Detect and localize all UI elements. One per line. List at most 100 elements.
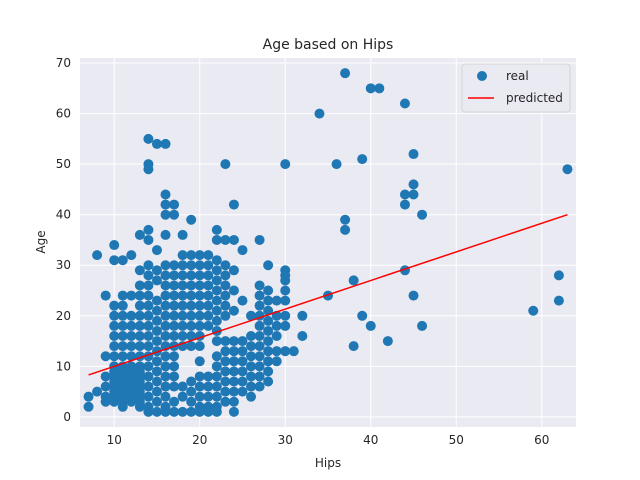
data-point [100, 371, 111, 382]
data-point [228, 234, 239, 245]
data-point [220, 270, 231, 281]
data-point [314, 108, 325, 119]
data-point [254, 341, 265, 352]
data-point [186, 376, 197, 387]
data-point [177, 381, 188, 392]
x-tick-labels: 10 20 30 40 50 60 [107, 433, 550, 447]
y-tick-label: 50 [56, 157, 71, 171]
data-point [399, 199, 410, 210]
data-point [134, 331, 145, 342]
data-point [263, 346, 274, 357]
data-point [220, 260, 231, 271]
data-point [134, 229, 145, 240]
data-point [151, 295, 162, 306]
data-point [203, 280, 214, 291]
x-tick-label: 40 [363, 433, 378, 447]
data-point [143, 406, 154, 417]
data-point [169, 290, 180, 301]
data-point [109, 351, 120, 362]
data-point [143, 341, 154, 352]
data-point [237, 376, 248, 387]
data-point [263, 295, 274, 306]
data-point [143, 224, 154, 235]
data-point [177, 331, 188, 342]
data-point [297, 331, 308, 342]
data-point [220, 356, 231, 367]
data-point [160, 270, 171, 281]
data-point [160, 209, 171, 220]
data-point [237, 366, 248, 377]
data-point [151, 366, 162, 377]
x-tick-label: 10 [107, 433, 122, 447]
x-tick-label: 60 [534, 433, 549, 447]
data-point [203, 260, 214, 271]
data-point [553, 270, 564, 281]
data-point [194, 341, 205, 352]
data-point [160, 290, 171, 301]
data-point [280, 275, 291, 286]
data-point [228, 346, 239, 357]
data-point [151, 376, 162, 387]
data-point [408, 179, 419, 190]
data-point [177, 320, 188, 331]
x-tick-label: 30 [278, 433, 293, 447]
data-point [194, 290, 205, 301]
data-point [169, 331, 180, 342]
data-point [169, 371, 180, 382]
data-point [211, 285, 222, 296]
data-point [186, 331, 197, 342]
data-point [126, 396, 137, 407]
data-point [374, 83, 385, 94]
y-tick-label: 60 [56, 107, 71, 121]
data-point [211, 305, 222, 316]
data-point [92, 250, 103, 261]
legend-real-label: real [506, 69, 529, 83]
data-point [220, 386, 231, 397]
data-point [151, 138, 162, 149]
data-point [186, 270, 197, 281]
data-point [177, 250, 188, 261]
data-point [263, 285, 274, 296]
data-point [220, 300, 231, 311]
data-point [399, 98, 410, 109]
data-point [117, 351, 128, 362]
legend: real predicted [461, 63, 571, 113]
data-point [228, 305, 239, 316]
predicted-line [88, 213, 568, 376]
y-tick-label: 0 [63, 410, 71, 424]
data-point [246, 361, 257, 372]
data-point [280, 285, 291, 296]
data-point [211, 391, 222, 402]
data-point [228, 396, 239, 407]
data-point [220, 310, 231, 321]
data-point [100, 290, 111, 301]
data-point [348, 275, 359, 286]
data-point [134, 401, 145, 412]
data-point [177, 280, 188, 291]
regression-line [88, 213, 568, 376]
legend-real-marker [477, 71, 487, 81]
data-point [117, 401, 128, 412]
data-point [143, 290, 154, 301]
data-point [143, 381, 154, 392]
data-point [109, 396, 120, 407]
data-point [151, 245, 162, 256]
data-point [194, 320, 205, 331]
data-point [134, 280, 145, 291]
data-point [143, 280, 154, 291]
data-point [246, 331, 257, 342]
data-point [220, 396, 231, 407]
data-point [151, 386, 162, 397]
data-point [254, 320, 265, 331]
data-point [220, 159, 231, 170]
data-point [169, 199, 180, 210]
data-point [126, 351, 137, 362]
data-point [92, 386, 103, 397]
data-point [151, 305, 162, 316]
data-point [408, 290, 419, 301]
x-tick-label: 50 [449, 433, 464, 447]
data-point [254, 381, 265, 392]
data-point [117, 310, 128, 321]
data-point [228, 265, 239, 276]
